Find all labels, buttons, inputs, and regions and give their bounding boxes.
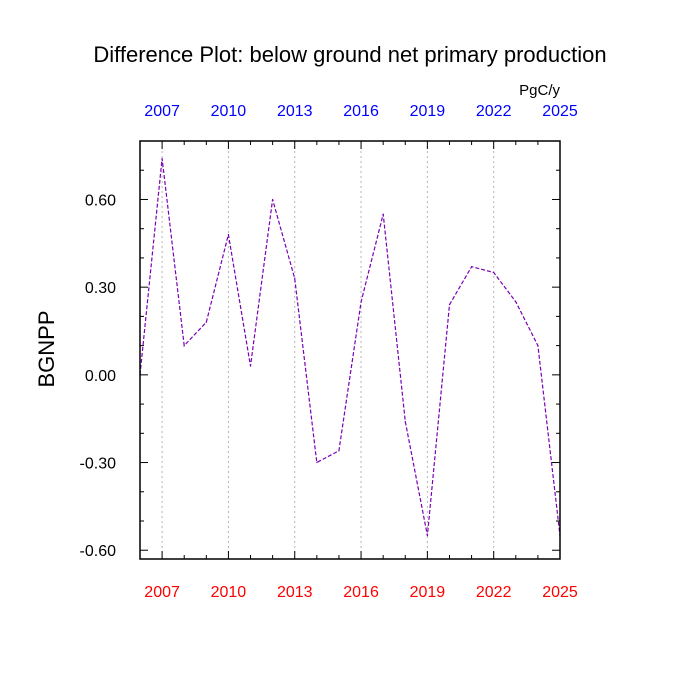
data-point-2021 bbox=[470, 266, 473, 268]
data-point-2010 bbox=[227, 233, 230, 236]
x-tick-label-bottom: 2013 bbox=[277, 584, 313, 601]
series-line-group bbox=[139, 157, 561, 537]
axis-ticks bbox=[139, 141, 561, 559]
data-point-2014 bbox=[316, 461, 318, 464]
data-point-2007 bbox=[161, 157, 163, 160]
x-tick-label-top: 2025 bbox=[542, 103, 578, 120]
data-point-2022 bbox=[493, 271, 495, 274]
data-point-2019 bbox=[426, 535, 428, 537]
data-point-2008 bbox=[183, 345, 185, 347]
y-tick-label: 0.30 bbox=[85, 280, 116, 297]
data-point-2020 bbox=[448, 304, 451, 306]
x-tick-label-bottom: 2010 bbox=[211, 584, 247, 601]
y-tick-label: 0.60 bbox=[85, 192, 116, 209]
data-point-2016 bbox=[360, 301, 362, 303]
y-tick-label: -0.30 bbox=[80, 456, 117, 473]
x-tick-label-top: 2016 bbox=[343, 103, 379, 120]
grid bbox=[161, 141, 495, 559]
x-tick-label-top: 2019 bbox=[410, 103, 446, 120]
x-tick-label-bottom: 2022 bbox=[476, 584, 512, 601]
x-tick-label-top: 2007 bbox=[144, 103, 180, 120]
data-point-2017 bbox=[382, 213, 384, 215]
chart-title: Difference Plot: below ground net primar… bbox=[93, 42, 606, 67]
data-point-2013 bbox=[294, 277, 296, 279]
units-label: PgC/y bbox=[519, 82, 560, 99]
plot-frame bbox=[139, 140, 561, 560]
x-tick-label-bottom: 2007 bbox=[144, 584, 180, 601]
x-tick-label-bottom: 2016 bbox=[343, 584, 379, 601]
x-tick-label-bottom: 2025 bbox=[542, 584, 578, 601]
data-point-2015 bbox=[338, 450, 340, 452]
tick-labels: 0.60 0.30 0.00 -0.30 -0.60 2007 2007 2010 2010 20… bbox=[80, 103, 578, 601]
data-point-2023 bbox=[515, 301, 517, 303]
data-point-2009 bbox=[205, 321, 207, 323]
y-tick-label: -0.60 bbox=[80, 543, 117, 560]
x-tick-label-top: 2013 bbox=[277, 103, 313, 120]
x-tick-label-top: 2010 bbox=[211, 103, 247, 120]
data-point-2012 bbox=[272, 198, 274, 201]
y-tick-label: 0.00 bbox=[85, 368, 116, 385]
data-point-2011 bbox=[249, 365, 252, 367]
data-point-2024 bbox=[537, 345, 539, 347]
series-line bbox=[139, 158, 561, 536]
x-tick-label-top: 2022 bbox=[476, 103, 512, 120]
x-tick-label-bottom: 2019 bbox=[410, 584, 446, 601]
data-point-2018 bbox=[404, 421, 406, 423]
y-axis-label: BGNPP bbox=[34, 310, 59, 387]
